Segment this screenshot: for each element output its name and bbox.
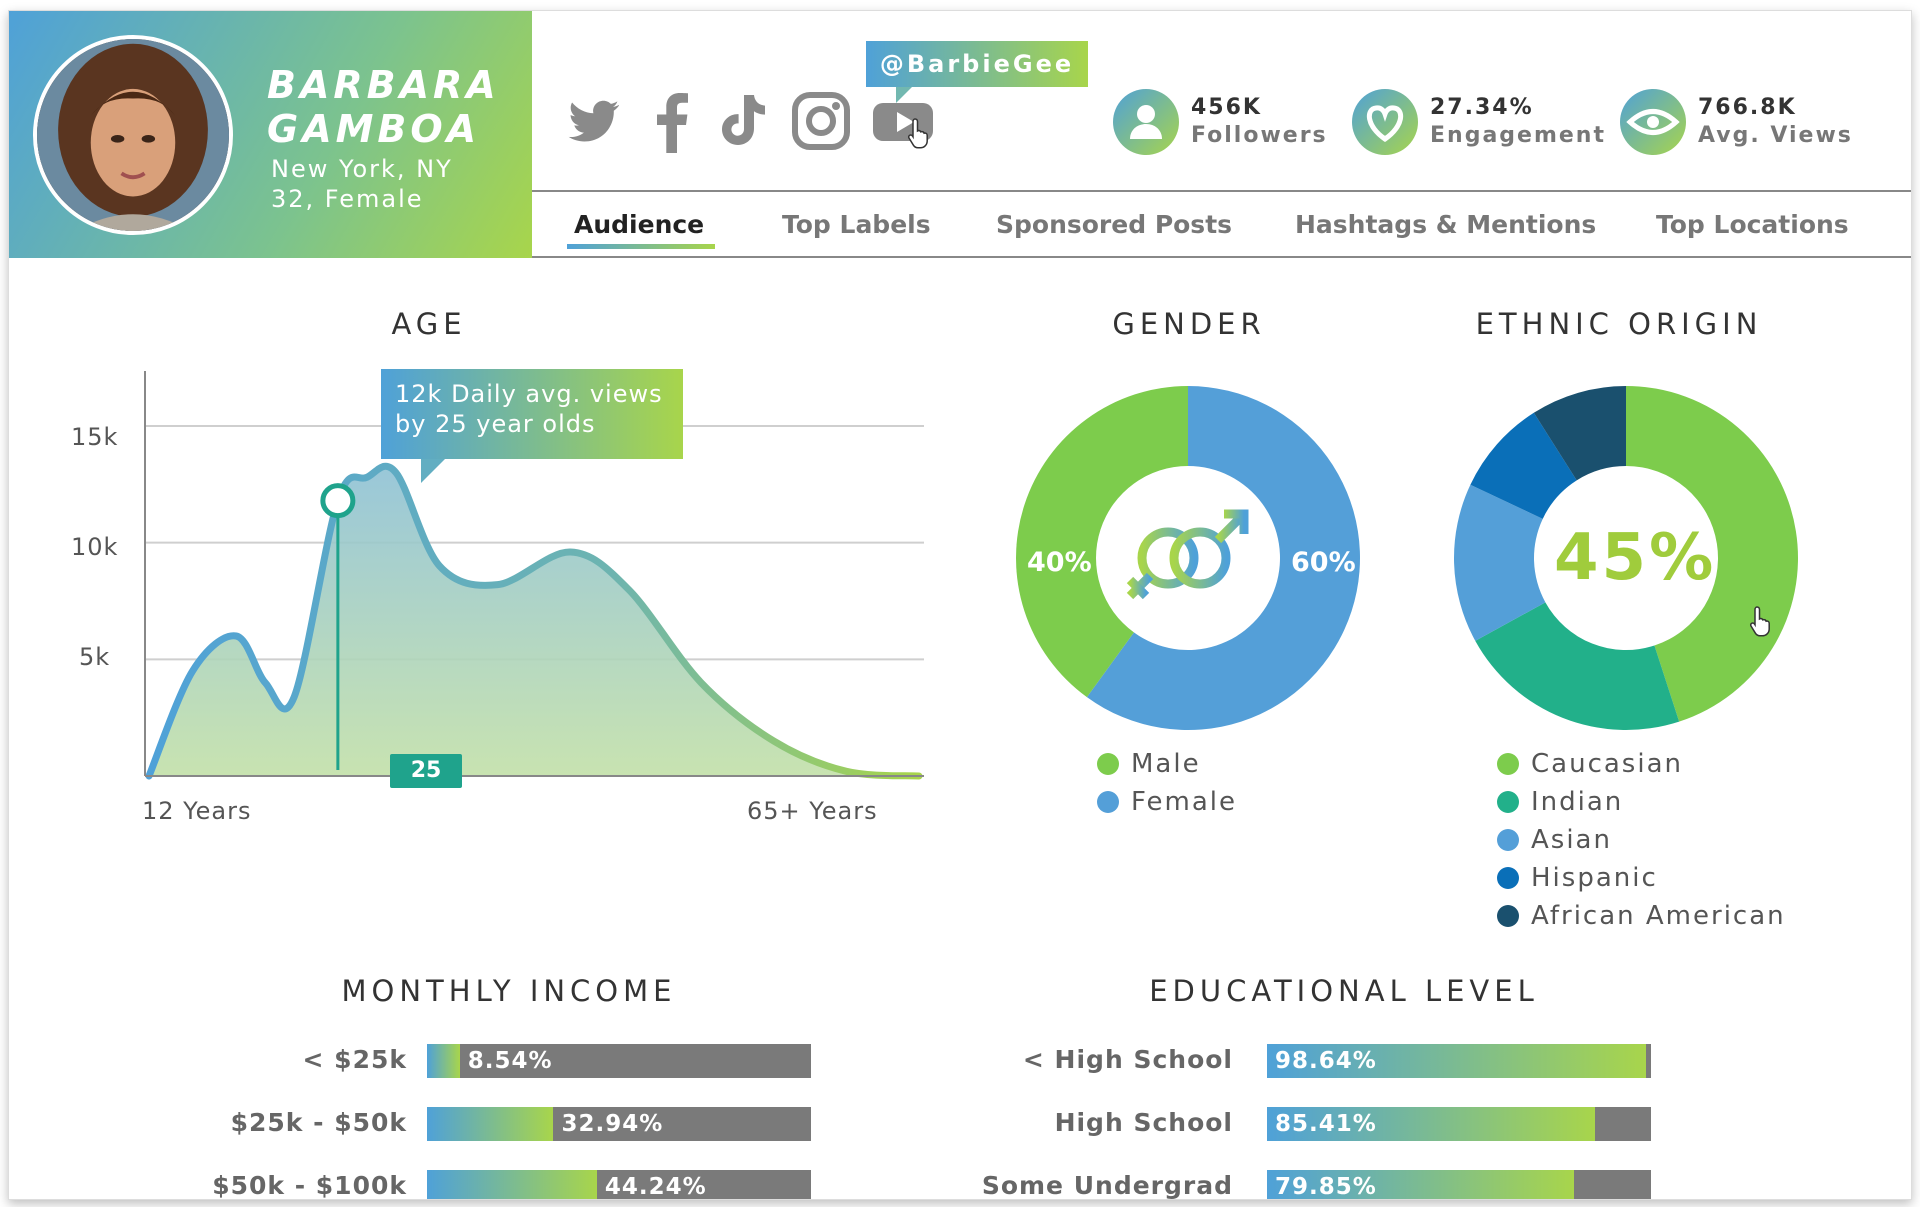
bar-label: < $25k <box>302 1045 407 1074</box>
active-tab-indicator <box>567 244 715 249</box>
bar-label: $50k - $100k <box>212 1171 407 1200</box>
bar-value: 98.64% <box>1275 1048 1377 1074</box>
age-area-chart <box>144 371 924 780</box>
tab-audience[interactable]: Audience <box>574 210 705 239</box>
slice-hispanic[interactable] <box>1470 412 1577 519</box>
profile-location: New York, NY <box>271 155 453 183</box>
age-annotation-tooltip: 12k Daily avg. views by 25 year olds <box>381 369 683 483</box>
bar-label: High School <box>1054 1108 1233 1137</box>
bar-fill <box>427 1044 460 1078</box>
ethnic-center-pct: 45% <box>1554 521 1717 595</box>
age-area-fill <box>149 466 919 776</box>
hand-cursor-icon <box>1749 606 1770 637</box>
user-icon <box>1113 89 1179 155</box>
bar-label: Some Undergrad <box>981 1171 1233 1200</box>
avatar-photo <box>37 39 229 231</box>
xtick-start: 12 Years <box>142 797 252 825</box>
gender-title: GENDER <box>1112 307 1266 341</box>
bar-track[interactable]: 79.85% <box>1267 1170 1651 1200</box>
tab-top-locations[interactable]: Top Locations <box>1656 210 1849 239</box>
slice-indian[interactable] <box>1475 602 1680 730</box>
followers-label: Followers <box>1191 123 1328 148</box>
age-series-line <box>145 462 923 780</box>
facebook-icon[interactable] <box>641 89 705 153</box>
dashboard-frame: BARBARA GAMBOA New York, NY 32, Female @… <box>8 10 1912 1200</box>
income-title: MONTHLY INCOME <box>341 974 677 1008</box>
tiktok-icon[interactable] <box>709 89 773 153</box>
bar-track[interactable]: 32.94% <box>427 1107 811 1141</box>
slice-african-american[interactable] <box>1533 386 1626 481</box>
social-handle-tooltip: @BarbieGee <box>866 41 1088 103</box>
age-annotation-point <box>320 483 356 519</box>
engagement-label: Engagement <box>1430 123 1606 148</box>
bar-track[interactable]: 85.41% <box>1267 1107 1651 1141</box>
xtick-end: 65+ Years <box>747 797 878 825</box>
ethnic-donut-chart <box>1454 386 1798 730</box>
tab-hashtags-mentions[interactable]: Hashtags & Mentions <box>1295 210 1597 239</box>
eye-icon <box>1620 89 1686 155</box>
bar-value: 8.54% <box>467 1048 553 1074</box>
slice-female[interactable] <box>1086 386 1360 730</box>
legend-dot <box>1497 829 1519 851</box>
bar-track[interactable]: 8.54% <box>427 1044 811 1078</box>
avatar[interactable] <box>33 35 233 235</box>
bar-value: 79.85% <box>1275 1174 1377 1200</box>
heart-icon <box>1352 89 1418 155</box>
ytick-15k: 15k <box>71 423 119 451</box>
instagram-icon[interactable] <box>789 89 853 153</box>
twitter-icon[interactable] <box>561 89 625 153</box>
age-annotation-marker[interactable]: 25 <box>390 754 462 788</box>
slice-male[interactable] <box>1016 386 1188 698</box>
engagement-value: 27.34% <box>1430 95 1534 120</box>
bar-label: $25k - $50k <box>230 1108 407 1137</box>
tab-bar: Audience Top Labels Sponsored Posts Hash… <box>532 190 1911 258</box>
female-pct-label: 60% <box>1291 547 1356 578</box>
profile-age-gender: 32, Female <box>271 185 424 213</box>
avg-views-label: Avg. Views <box>1698 123 1853 148</box>
bar-label: < High School <box>1022 1045 1233 1074</box>
bar-value: 32.94% <box>561 1111 664 1137</box>
ytick-5k: 5k <box>79 643 111 671</box>
tab-top-labels[interactable]: Top Labels <box>782 210 931 239</box>
followers-value: 456K <box>1191 95 1262 120</box>
slice-caucasian[interactable] <box>1626 386 1798 722</box>
legend-dot <box>1097 791 1119 813</box>
gender-symbol-icon <box>1126 509 1249 600</box>
avg-views-value: 766.8K <box>1698 95 1797 120</box>
bar-fill <box>1267 1044 1646 1078</box>
education-title: EDUCATIONAL LEVEL <box>1149 974 1539 1008</box>
profile-name: BARBARA GAMBOA <box>267 63 500 151</box>
slice-asian[interactable] <box>1454 484 1546 641</box>
bar-fill <box>1267 1170 1574 1199</box>
tab-sponsored-posts[interactable]: Sponsored Posts <box>996 210 1233 239</box>
ethnic-title: ETHNIC ORIGIN <box>1475 307 1763 341</box>
bar-fill <box>427 1107 554 1141</box>
ytick-10k: 10k <box>71 533 119 561</box>
hand-cursor-icon <box>907 118 928 149</box>
bar-fill <box>1267 1107 1595 1141</box>
bar-track[interactable]: 44.24% <box>427 1170 811 1200</box>
profile-card: BARBARA GAMBOA New York, NY 32, Female <box>9 11 532 258</box>
bar-value: 85.41% <box>1275 1111 1377 1137</box>
gender-donut-chart <box>1016 386 1360 730</box>
legend-dot <box>1497 905 1519 927</box>
bar-track[interactable]: 98.64% <box>1267 1044 1651 1078</box>
legend-dot <box>1497 791 1519 813</box>
age-title: AGE <box>391 307 467 341</box>
legend-dot <box>1097 753 1119 775</box>
bar-fill <box>427 1170 597 1199</box>
legend-dot <box>1497 867 1519 889</box>
legend-dot <box>1497 753 1519 775</box>
male-pct-label: 40% <box>1027 547 1092 578</box>
bar-value: 44.24% <box>604 1174 707 1200</box>
